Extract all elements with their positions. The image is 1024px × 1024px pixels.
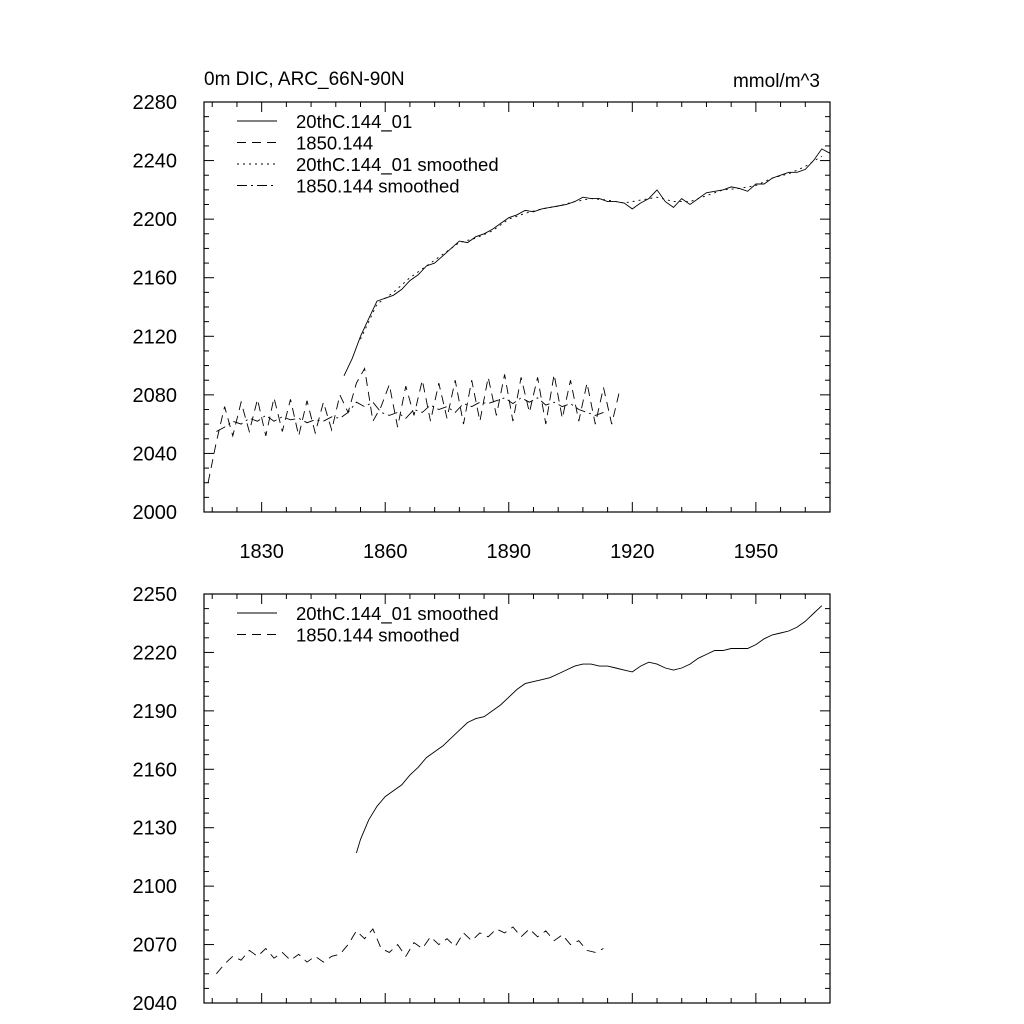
plot-frame <box>203 593 831 1004</box>
y-tick-label: 2080 <box>133 385 178 407</box>
chart-units: mmol/m^3 <box>733 71 820 92</box>
x-tick-label: 1860 <box>363 541 408 563</box>
y-tick-label: 2100 <box>133 876 178 898</box>
x-tick-label: 1920 <box>610 541 655 563</box>
legend-label: 1850.144 smoothed <box>296 176 460 197</box>
series-line-1850-144-smoothed <box>216 926 604 975</box>
y-tick-label: 2000 <box>133 502 178 524</box>
y-tick-label: 2040 <box>133 443 178 465</box>
chart-title: 0m DIC, ARC_66N-90N <box>204 69 405 90</box>
y-tick-label: 2200 <box>133 209 178 231</box>
legend-label: 20thC.144_01 smoothed <box>296 154 499 176</box>
y-tick-label: 2070 <box>133 935 178 957</box>
y-tick-label: 2250 <box>133 584 178 606</box>
y-tick-label: 2120 <box>133 326 178 348</box>
x-tick-label: 1950 <box>734 541 779 563</box>
chart-panel-2: 2040 2070 2100 2130 2160 2190 2220 2250 20thC.14… <box>133 584 831 1015</box>
series-line-20thc-144-01-smoothed <box>360 155 823 340</box>
legend-label: 1850.144 smoothed <box>296 625 460 646</box>
y-tick-label: 2280 <box>133 92 178 114</box>
legend-label: 1850.144 <box>296 133 373 154</box>
legend-label: 20thC.144_01 smoothed <box>296 603 499 625</box>
series-line-20thc-144-01-smoothed <box>355 605 823 854</box>
series-line-1850-144-smoothed <box>216 397 604 432</box>
x-tick-label: 1890 <box>487 541 532 563</box>
series-line-1850-144 <box>207 367 621 483</box>
legend-label: 20thC.144_01 <box>296 111 412 133</box>
series-line-20thc-144-01 <box>343 148 830 376</box>
y-tick-label: 2040 <box>133 993 178 1015</box>
chart-panel-1: 0m DIC, ARC_66N-90N mmol/m^3 2000 2040 2080 2… <box>133 69 831 563</box>
y-tick-label: 2240 <box>133 151 178 173</box>
y-tick-label: 2160 <box>133 268 178 290</box>
y-tick-label: 2220 <box>133 642 178 664</box>
y-tick-label: 2130 <box>133 818 178 840</box>
x-tick-label: 1830 <box>239 541 284 563</box>
y-tick-label: 2190 <box>133 701 178 723</box>
y-tick-label: 2160 <box>133 759 178 781</box>
